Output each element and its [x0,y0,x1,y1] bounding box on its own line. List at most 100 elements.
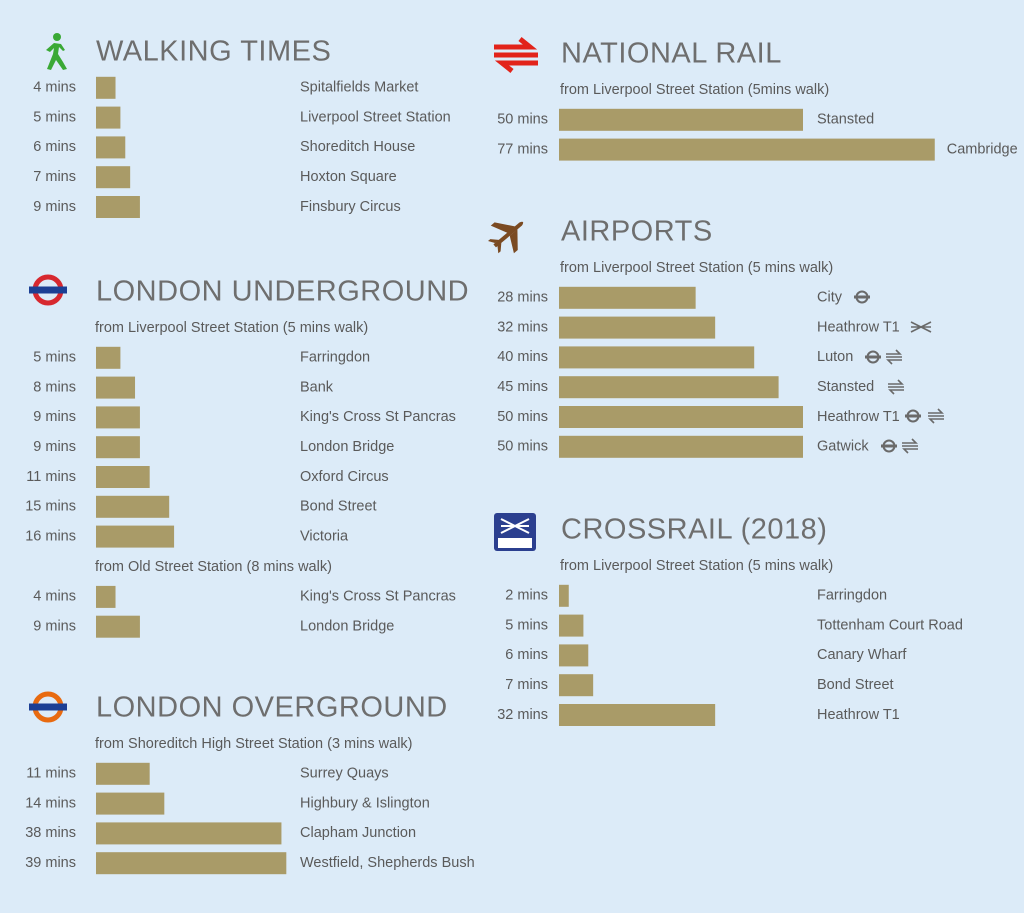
destination: Westfield, Shepherds Bush [300,855,475,871]
bar [96,376,136,399]
bar [559,316,716,339]
time-label: 50 mins [497,112,548,128]
section-subtitle: from Old Street Station (8 mins walk) [95,559,332,575]
time-label: 11 mins [26,469,76,485]
destination: London Bridge [300,439,394,455]
time-label: 39 mins [25,855,76,871]
bar [96,822,282,845]
bar [559,138,935,161]
destination: Luton [817,349,853,365]
bar [559,614,584,637]
time-label: 15 mins [25,499,76,515]
bar [559,704,716,726]
time-label: 8 mins [33,379,76,395]
destination: Surrey Quays [300,766,389,782]
time-label: 5 mins [33,109,76,125]
walking-icon [46,33,67,70]
underground-roundel [29,274,67,306]
section-title: NATIONAL RAIL [561,38,782,70]
time-label: 6 mins [505,647,548,663]
destination: Spitalfields Market [300,80,418,96]
time-label: 28 mins [497,290,548,306]
time-label: 50 mins [497,439,548,455]
bar [559,286,696,309]
destination: Bank [300,379,334,395]
time-label: 40 mins [497,349,548,365]
bar [96,76,116,99]
time-label: 9 mins [33,199,76,215]
destination: Bond Street [817,677,894,693]
bar [96,466,150,488]
destination: King's Cross St Pancras [300,409,456,425]
bar [96,436,140,459]
overground-roundel [29,691,67,723]
bar [96,406,140,429]
bar [96,615,140,638]
airplane-icon [488,221,524,254]
section-subtitle: from Shoreditch High Street Station (3 m… [95,736,413,752]
time-label: 11 mins [26,766,76,782]
section-subtitle: from Liverpool Street Station (5 mins wa… [560,260,833,276]
destination: Tottenham Court Road [817,617,963,633]
bar [559,584,569,607]
bar [559,406,803,428]
destination: Farringdon [300,350,370,366]
section-title: AIRPORTS [561,216,713,248]
bar [96,525,175,548]
time-label: 6 mins [33,139,76,155]
bar [96,166,131,189]
time-label: 9 mins [33,619,76,635]
destination: Heathrow T1 [817,707,900,723]
bar [559,644,589,667]
destination: Oxford Circus [300,469,389,485]
time-label: 32 mins [497,319,548,335]
time-label: 2 mins [505,588,548,604]
destination: Stansted [817,379,874,395]
time-label: 4 mins [33,80,76,96]
bar [96,196,140,218]
crossrail-icon [494,513,536,551]
bar [559,108,803,131]
destination: Gatwick [817,439,869,455]
destination: Hoxton Square [300,169,397,185]
destination: Finsbury Circus [300,199,401,215]
time-label: 50 mins [497,409,548,425]
bar [96,495,170,518]
destination: King's Cross St Pancras [300,589,456,605]
section-title: WALKING TIMES [96,36,331,68]
destination: Heathrow T1 [817,409,900,425]
time-label: 5 mins [505,617,548,633]
destination: Stansted [817,112,874,128]
time-label: 5 mins [33,350,76,366]
time-label: 77 mins [497,141,548,157]
bar [559,346,755,369]
time-label: 7 mins [33,169,76,185]
bar [559,674,594,697]
destination: London Bridge [300,619,394,635]
destination: Farringdon [817,588,887,604]
bar [96,585,116,608]
time-label: 45 mins [497,379,548,395]
section-title: LONDON UNDERGROUND [96,276,469,308]
section-subtitle: from Liverpool Street Station (5mins wal… [560,82,829,98]
bar [96,106,121,129]
time-label: 38 mins [25,825,76,841]
time-label: 7 mins [505,677,548,693]
section-subtitle: from Liverpool Street Station (5 mins wa… [560,558,833,574]
destination: City [817,290,843,306]
bar [559,435,803,458]
destination: Clapham Junction [300,825,416,841]
destination: Canary Wharf [817,647,907,663]
destination: Liverpool Street Station [300,109,451,125]
time-label: 14 mins [25,795,76,811]
bar [96,852,287,875]
section-title: CROSSRAIL (2018) [561,514,827,546]
destination: Bond Street [300,499,377,515]
bar [96,762,150,785]
section-title: LONDON OVERGROUND [96,692,448,724]
time-label: 9 mins [33,409,76,425]
section-subtitle: from Liverpool Street Station (5 mins wa… [95,320,368,336]
destination: Highbury & Islington [300,795,430,811]
destination: Cambridge [947,141,1018,157]
